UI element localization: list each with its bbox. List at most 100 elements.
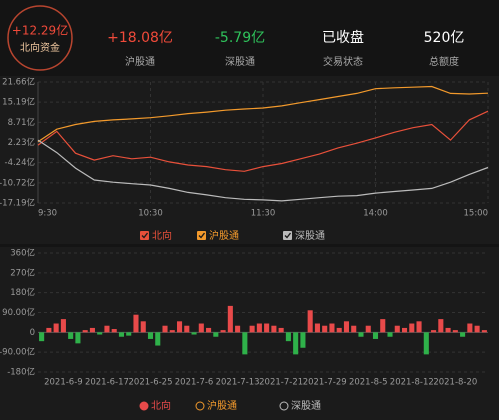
bar <box>467 323 473 333</box>
main-badge <box>7 5 73 71</box>
bar <box>213 332 219 337</box>
bar <box>169 330 175 333</box>
bar <box>431 330 437 333</box>
x-tick-label: 9:30 <box>38 209 57 219</box>
bar <box>314 323 320 333</box>
legend-label[interactable]: 北向 <box>152 229 172 242</box>
y-tick-label: 2.23亿 <box>8 137 35 148</box>
line-series <box>37 110 489 172</box>
bar <box>46 327 52 333</box>
line-series <box>37 139 489 202</box>
bar <box>452 330 458 333</box>
bar <box>351 325 357 333</box>
x-tick-label: 2021-7-13 <box>216 378 260 388</box>
legend-dot[interactable] <box>139 401 149 411</box>
bar <box>89 327 95 333</box>
y-tick-label: 21.66亿 <box>2 77 35 88</box>
legend-checkbox[interactable] <box>283 231 292 240</box>
legend-check <box>198 232 206 239</box>
legend-check <box>284 232 292 239</box>
legend-dot[interactable] <box>279 401 289 411</box>
x-tick-label: 11:30 <box>251 209 276 219</box>
bar <box>322 325 328 333</box>
bar <box>118 332 125 337</box>
bar <box>474 325 480 333</box>
bar <box>126 332 132 336</box>
bar <box>97 332 103 335</box>
bar <box>329 323 335 333</box>
x-tick-label: 2021-7-29 <box>303 378 347 388</box>
x-tick-label: 2021-8-20 <box>433 378 477 388</box>
bar <box>235 325 241 333</box>
bar <box>191 332 197 335</box>
bar <box>256 323 262 333</box>
bar <box>198 323 204 333</box>
stat-label: 沪股通 <box>125 55 155 68</box>
bar <box>387 332 393 337</box>
bar <box>111 329 117 333</box>
bar <box>445 327 451 333</box>
bar <box>82 330 88 333</box>
bar <box>147 332 154 339</box>
y-tick-label: -4.24亿 <box>5 157 36 168</box>
y-tick-label: -90.00亿 <box>0 347 35 358</box>
line-panel <box>0 76 499 244</box>
stat-label: 交易状态 <box>323 55 363 68</box>
bar <box>206 327 212 333</box>
bar <box>162 325 168 333</box>
bar <box>155 332 161 346</box>
bar <box>481 330 487 333</box>
bar <box>372 332 379 339</box>
legend-check <box>141 232 149 239</box>
bar <box>75 332 81 344</box>
bar <box>39 332 45 342</box>
y-tick-label: 15.19亿 <box>2 97 35 108</box>
bar <box>394 325 400 333</box>
x-tick-label: 2021-8-12 <box>390 378 434 388</box>
stat-value: 520亿 <box>424 30 465 46</box>
legend-dot[interactable] <box>195 401 205 411</box>
stat-value: +18.08亿 <box>107 30 173 46</box>
stat-label: 深股通 <box>225 56 255 68</box>
x-tick-label: 2021-6-9 <box>44 378 83 388</box>
bar <box>401 327 408 333</box>
bar <box>358 332 364 337</box>
y-tick-label: 270亿 <box>10 267 35 278</box>
bar <box>423 332 429 355</box>
bar <box>176 321 183 333</box>
bar <box>438 319 444 333</box>
y-tick-label: -17.19亿 <box>0 198 35 209</box>
bar <box>300 332 306 348</box>
x-tick-label: 10:30 <box>138 209 163 219</box>
bar <box>249 325 255 333</box>
y-tick-label: 8.71亿 <box>8 117 35 128</box>
line-series <box>37 85 489 143</box>
legend-label[interactable]: 沪股通 <box>207 399 237 412</box>
y-tick-label: 360亿 <box>10 248 35 259</box>
bar <box>242 332 248 355</box>
legend-label[interactable]: 深股通 <box>291 400 321 412</box>
bar <box>68 332 74 339</box>
y-tick-label: -10.72亿 <box>0 177 35 188</box>
legend-label[interactable]: 北向 <box>151 399 171 412</box>
bar <box>336 327 342 333</box>
bar <box>271 325 277 333</box>
bar <box>460 332 466 337</box>
legend-label[interactable]: 深股通 <box>295 230 325 242</box>
x-tick-label: 2021-7-6 <box>175 378 214 388</box>
stat-value: -5.79亿 <box>215 30 265 46</box>
legend-checkbox[interactable] <box>197 231 206 240</box>
bar <box>307 310 313 333</box>
bar <box>285 332 291 342</box>
bar <box>380 319 386 333</box>
main-value: +12.29亿 <box>12 23 68 38</box>
stat-value: 已收盘 <box>322 29 364 46</box>
x-tick-label: 15:00 <box>464 209 489 219</box>
bar <box>409 323 415 333</box>
legend-label[interactable]: 沪股通 <box>209 229 239 242</box>
legend-checkbox[interactable] <box>140 231 149 240</box>
main-label: 北向资金 <box>20 41 60 54</box>
bar-panel <box>0 247 499 420</box>
bar <box>343 321 350 333</box>
